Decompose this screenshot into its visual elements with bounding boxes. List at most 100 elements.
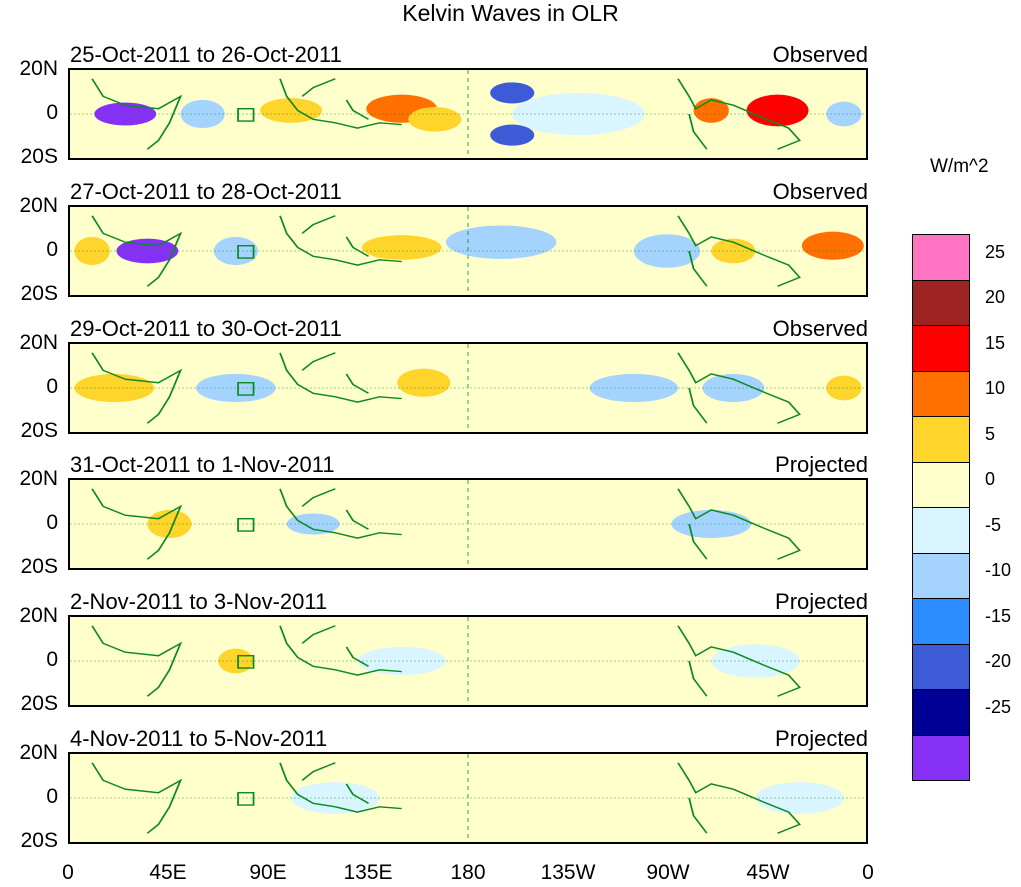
- map-panel: [68, 68, 868, 160]
- x-tick-label: 45E: [149, 861, 187, 884]
- coastline: [301, 78, 336, 97]
- y-tick-label: 20S: [20, 692, 58, 715]
- coastline: [688, 113, 708, 150]
- colorbar-swatch: [912, 234, 970, 281]
- map-panel: [68, 205, 868, 297]
- anomaly-blob: [260, 98, 323, 123]
- colorbar-swatch: [912, 461, 970, 508]
- map-panel: [68, 342, 868, 434]
- anomaly-blob: [801, 231, 864, 260]
- y-tick-label: 20S: [20, 829, 58, 852]
- coastline: [677, 78, 801, 150]
- x-tick-label: 0: [62, 861, 74, 884]
- coastline: [279, 78, 402, 129]
- y-tick-label: 20N: [19, 331, 58, 354]
- coastline: [688, 660, 708, 697]
- coastline: [91, 215, 183, 287]
- coastline: [345, 99, 370, 120]
- colorbar-label: 0: [985, 469, 996, 489]
- colorbar-swatch: [912, 325, 970, 372]
- colorbar-label: -10: [985, 560, 1012, 580]
- region-box-marker: [237, 382, 255, 396]
- anomaly-blob: [589, 373, 679, 403]
- colorbar-label: 5: [985, 423, 996, 444]
- y-tick-label: 20N: [19, 741, 58, 764]
- colorbar-swatch: [912, 279, 970, 326]
- coastline: [677, 488, 801, 560]
- coastline: [688, 250, 708, 287]
- y-tick-label: 20S: [20, 145, 58, 168]
- coastline: [279, 215, 402, 266]
- colorbar-swatch: [912, 370, 970, 417]
- panel-date-range: 25-Oct-2011 to 26-Oct-2011: [70, 42, 342, 67]
- anomaly-blob: [74, 236, 110, 266]
- colorbar-label: -25: [985, 696, 1012, 717]
- x-tick-label: 0: [862, 861, 874, 884]
- anomaly-blob: [490, 124, 535, 146]
- panel-date-range: 29-Oct-2011 to 30-Oct-2011: [70, 316, 342, 341]
- y-tick-label: 20N: [19, 467, 58, 490]
- panel-date-range: 4-Nov-2011 to 5-Nov-2011: [70, 726, 328, 751]
- panel-date-range: 31-Oct-2011 to 1-Nov-2011: [70, 452, 335, 477]
- panel-type-label: Projected: [775, 452, 868, 477]
- coastline: [279, 352, 402, 403]
- anomaly-blob: [468, 375, 557, 401]
- coastline: [345, 373, 370, 394]
- y-tick-label: 20N: [19, 604, 58, 627]
- colorbar-swatch: [912, 689, 970, 736]
- anomaly-blob: [94, 102, 157, 126]
- coastline: [677, 215, 801, 287]
- coastline: [345, 646, 370, 667]
- region-box-marker: [237, 792, 255, 806]
- colorbar-swatch: [912, 643, 970, 690]
- coastline: [279, 625, 402, 676]
- anomaly-blob: [138, 783, 201, 813]
- panel-type-label: Projected: [775, 726, 868, 751]
- panel-type-label: Observed: [772, 316, 868, 341]
- coastline: [279, 488, 402, 539]
- coastline: [91, 488, 183, 560]
- anomaly-blob: [397, 368, 451, 397]
- colorbar-swatch: [912, 507, 970, 554]
- coastline: [345, 236, 370, 257]
- panel-date-range: 27-Oct-2011 to 28-Oct-2011: [70, 179, 342, 204]
- coastline: [345, 509, 370, 530]
- colorbar-unit: W/m^2: [930, 156, 989, 177]
- x-tick-label: 90W: [646, 861, 690, 884]
- colorbar-swatch: [912, 734, 970, 781]
- x-tick-label: 135E: [343, 861, 393, 884]
- anomaly-blob: [746, 94, 809, 127]
- colorbar-label: 15: [985, 332, 1006, 353]
- region-box-marker: [237, 245, 255, 259]
- coastline: [91, 762, 183, 834]
- colorbar-label: 20: [985, 287, 1006, 307]
- map-panel: [68, 752, 868, 844]
- anomaly-blob: [408, 106, 462, 132]
- anomaly-blob: [693, 98, 729, 123]
- coastline: [301, 625, 336, 644]
- y-tick-label: 0: [46, 101, 58, 124]
- anomaly-blob: [445, 225, 557, 259]
- anomaly-blob: [105, 646, 168, 676]
- y-tick-label: 0: [46, 648, 58, 671]
- x-tick-label: 135W: [540, 861, 596, 884]
- coastline: [301, 215, 336, 234]
- anomaly-blob: [147, 509, 192, 539]
- y-tick-label: 20N: [19, 57, 58, 80]
- colorbar-swatch: [912, 416, 970, 463]
- region-box-marker: [237, 108, 255, 122]
- coastline: [91, 78, 183, 150]
- x-tick-label: 90E: [249, 861, 287, 884]
- anomaly-blob: [702, 373, 765, 403]
- anomaly-blob: [490, 82, 535, 104]
- anomaly-blob: [361, 235, 442, 260]
- y-tick-label: 20N: [19, 194, 58, 217]
- colorbar-label: -5: [985, 514, 1002, 535]
- colorbar-label: 10: [985, 378, 1006, 398]
- coastline: [677, 625, 801, 697]
- region-box-marker: [237, 655, 255, 669]
- panel-type-label: Observed: [772, 42, 868, 67]
- panel-type-label: Observed: [772, 179, 868, 204]
- colorbar-label: -15: [985, 605, 1012, 626]
- coastline: [91, 625, 183, 697]
